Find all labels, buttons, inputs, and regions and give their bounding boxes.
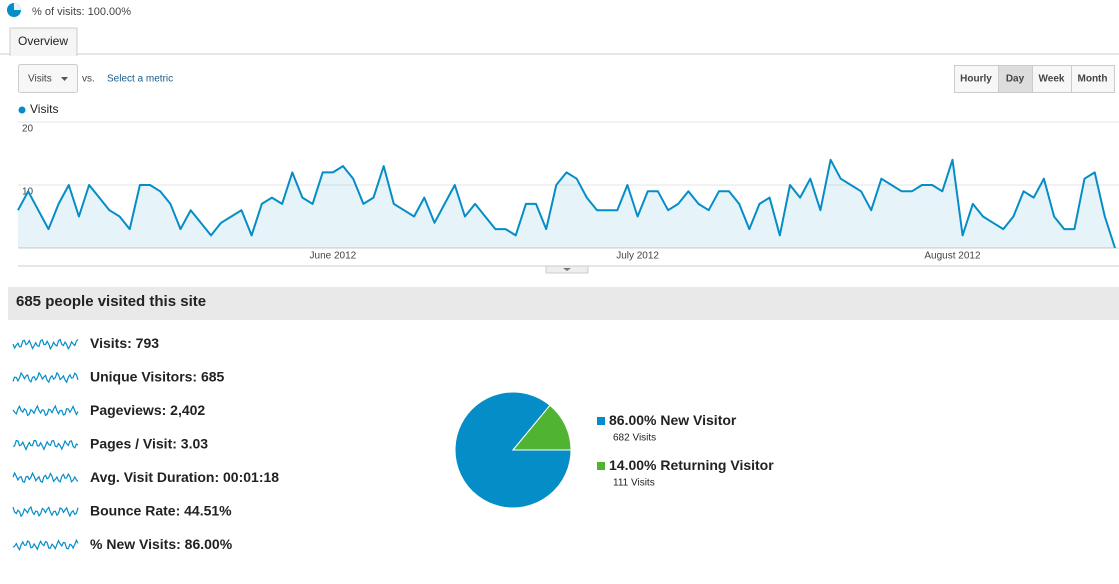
metric: Avg. Visit Duration: 00:01:18: [90, 469, 279, 485]
line: [17, 158, 1116, 249]
sparkline: [12, 471, 79, 484]
granularity-button[interactable]: [1071, 65, 1115, 93]
pie-legend: 86.00% New Visitor: [609, 412, 737, 428]
sparkline: [12, 404, 79, 417]
granularity-button[interactable]: [1032, 65, 1072, 93]
sparkline: [12, 371, 79, 384]
metric-value: 86.00%: [185, 536, 233, 552]
granularity-label[interactable]: Month: [1078, 74, 1108, 85]
metric-selected[interactable]: Visits: [28, 74, 52, 85]
metric: Pageviews: 2,402: [90, 402, 205, 418]
granularity-button[interactable]: [954, 65, 999, 93]
legend-swatch: [597, 417, 605, 425]
granularity-button[interactable]: [998, 65, 1033, 93]
metric-value: 793: [136, 335, 160, 351]
metric-label: Unique Visitors:: [90, 368, 197, 384]
y-tick-label: 20: [22, 124, 34, 135]
metric-label: Pageviews:: [90, 402, 166, 418]
metric-label: Bounce Rate:: [90, 502, 180, 518]
pie-value-label: 86.00%: [609, 412, 657, 428]
granularity-label[interactable]: Week: [1039, 74, 1065, 85]
dropdown-arrow: [61, 77, 68, 81]
pie-category: New Visitor: [660, 412, 737, 428]
metric-value: 44.51%: [184, 502, 232, 518]
metric-value: 2,402: [170, 402, 205, 418]
handle-arrow: [563, 268, 571, 271]
sparkline: [12, 439, 79, 452]
metric: Bounce Rate: 44.51%: [90, 502, 232, 518]
vs-label: vs.: [82, 74, 95, 85]
granularity-label[interactable]: Hourly: [960, 74, 992, 85]
metric: Visits: 793: [90, 335, 159, 351]
legend-label: Visits: [30, 102, 58, 116]
metric-value: 3.03: [181, 435, 208, 451]
sparkline: [12, 505, 79, 518]
sparkline: [12, 338, 79, 351]
pie-count: 111 Visits: [613, 478, 655, 489]
pie-category: Returning Visitor: [660, 457, 774, 473]
metric-label: Avg. Visit Duration:: [90, 469, 219, 485]
x-tick-label: July 2012: [616, 251, 659, 262]
pie-value-label: 14.00%: [609, 457, 657, 473]
area: [18, 159, 1115, 248]
metric: Pages / Visit: 3.03: [90, 435, 208, 451]
pie-count: 682 Visits: [613, 433, 656, 444]
segment-label: % of visits: 100.00%: [32, 6, 131, 18]
tab-label[interactable]: Overview: [18, 34, 68, 48]
metric-label: Visits:: [90, 335, 132, 351]
select-metric-link[interactable]: Select a metric: [107, 74, 173, 85]
metric-dropdown[interactable]: [18, 64, 78, 93]
summary-title: 685 people visited this site: [16, 293, 206, 310]
sparkline: [12, 538, 79, 552]
pie-legend: 14.00% Returning Visitor: [609, 457, 774, 473]
legend-dot: [18, 106, 26, 114]
granularity-label[interactable]: Day: [1006, 74, 1025, 85]
segment-icon-slice: [14, 3, 21, 10]
x-tick-label: June 2012: [310, 251, 357, 262]
tab-cover: [11, 50, 76, 56]
metric-label: % New Visits:: [90, 536, 181, 552]
metric-label: Pages / Visit:: [90, 435, 177, 451]
metric: % New Visits: 86.00%: [90, 536, 233, 552]
summary-band: [8, 287, 1119, 320]
x-tick-label: August 2012: [924, 251, 981, 262]
metric-value: 00:01:18: [223, 469, 279, 485]
legend-swatch: [597, 462, 605, 470]
pie-slice: [511, 404, 572, 451]
metric-value: 685: [201, 368, 225, 384]
metric: Unique Visitors: 685: [90, 368, 225, 384]
